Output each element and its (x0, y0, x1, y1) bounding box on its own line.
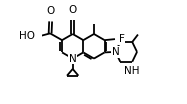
Text: NH: NH (125, 66, 140, 76)
Text: F: F (119, 34, 125, 44)
Text: N: N (69, 54, 76, 64)
Text: N: N (112, 47, 119, 57)
Text: HO: HO (19, 31, 35, 41)
Text: O: O (69, 5, 77, 15)
Text: O: O (47, 6, 55, 16)
